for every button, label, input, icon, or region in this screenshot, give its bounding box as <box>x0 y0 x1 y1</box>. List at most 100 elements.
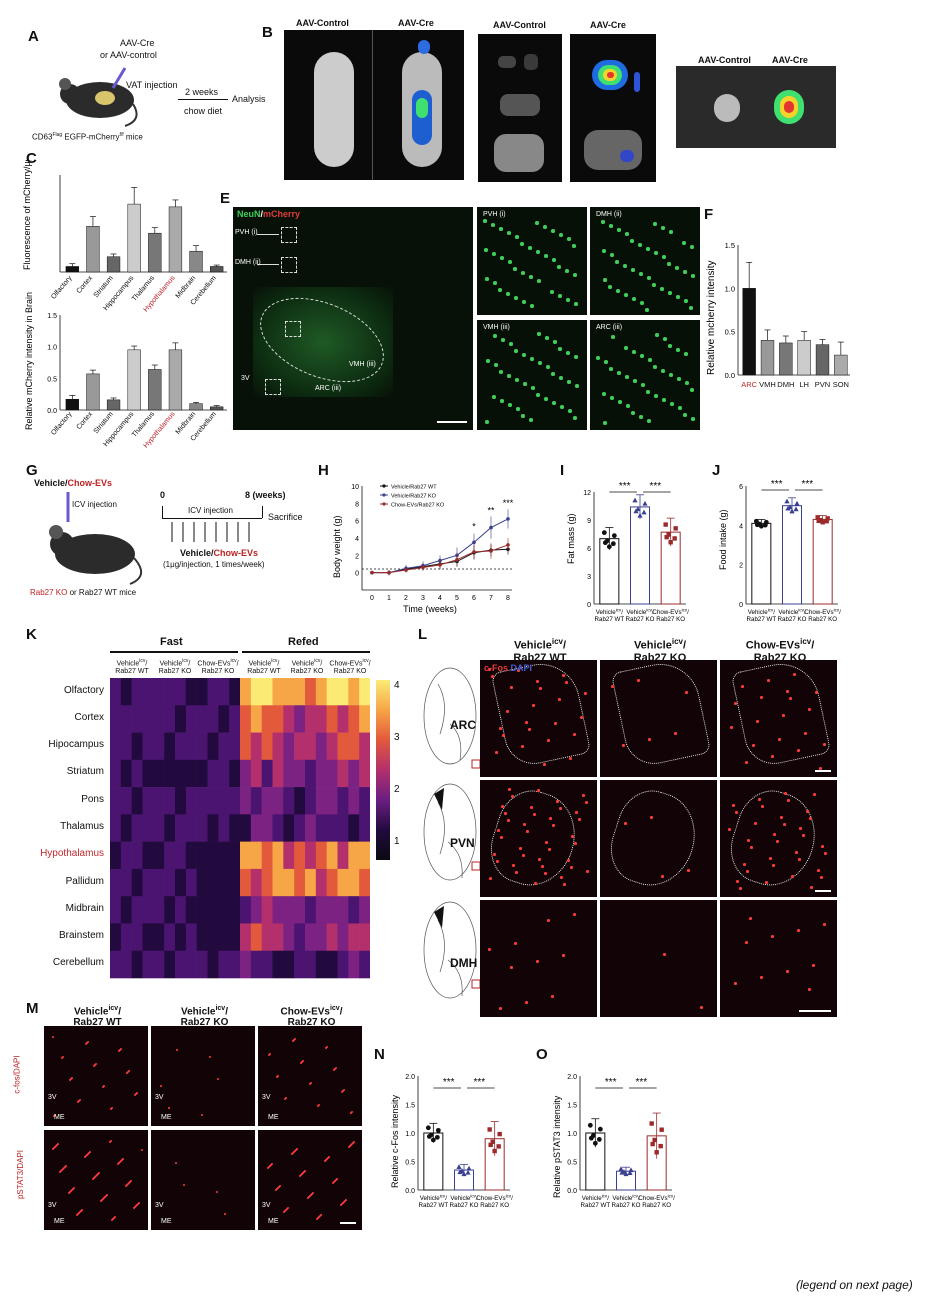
g-treat-chow: Chow-EVs <box>213 548 259 558</box>
k-cell-5-3-2 <box>261 814 273 842</box>
e-overview-micrograph: NeuN/mCherry PVH (i) DMH (ii) VMH (iii) … <box>233 207 473 430</box>
c-bar-2 <box>106 256 121 273</box>
k-cell-0-1-2 <box>175 678 187 706</box>
j-plot-xlabel-name-0: Vehicle <box>748 609 769 616</box>
h-xtick-2: 2 <box>404 595 408 602</box>
k-cell-0-0-2 <box>131 678 143 706</box>
j-plot-dot-2-3 <box>825 516 830 521</box>
i-plot-xlabel-b-2: Rab27 KO <box>656 616 685 623</box>
k-cell-9-5-2 <box>348 923 360 952</box>
k-scale-tick: 2 <box>394 784 400 795</box>
i-plot-xlabel-sup-2: icv <box>682 608 688 613</box>
panel-label-o: O <box>536 1046 548 1063</box>
mice-label: CD63 <box>32 132 53 142</box>
h-legend-text-0: Vehicle/Rab27 WT <box>391 485 437 491</box>
h-point-2-3 <box>421 565 425 570</box>
k-cell-8-4-3 <box>315 896 327 924</box>
k-cell-5-3-1 <box>250 814 262 842</box>
k-cell-1-4-2 <box>305 705 317 733</box>
k-cell-4-1-0 <box>153 787 165 815</box>
k-cell-6-2-1 <box>207 841 219 870</box>
j-plot-dot-2-4 <box>820 520 825 525</box>
k-cell-7-3-0 <box>240 868 252 897</box>
k-row-label: Hypothalamus <box>40 848 104 860</box>
k-cell-2-0-2 <box>131 732 143 761</box>
k-cell-8-4-0 <box>283 896 295 924</box>
i-plot-dot-2-3 <box>673 526 678 531</box>
k-cell-3-4-2 <box>305 759 317 788</box>
ivis-organs-cre-image <box>570 34 656 182</box>
k-cell-4-3-3 <box>272 787 284 815</box>
g-dose: (1μg/injection, 1 times/week) <box>163 560 265 569</box>
k-col-geno: Rab27 KO <box>290 668 324 676</box>
k-cell-3-1-3 <box>185 759 197 788</box>
h-xlabel: Time (weeks) <box>403 604 457 614</box>
k-cell-6-2-3 <box>229 841 241 870</box>
i-plot-dot-2-4 <box>668 540 673 545</box>
k-cell-2-2-0 <box>196 732 208 761</box>
k-cell-10-4-3 <box>315 950 327 979</box>
k-col-sup: icv <box>230 658 237 664</box>
k-cell-0-4-1 <box>294 678 306 706</box>
m-micrograph-grid: 3V ME 3V ME 3V ME 3V ME 3V ME 3V ME <box>44 1026 364 1232</box>
k-col-sup: icv <box>139 658 146 664</box>
k-cell-4-5-3 <box>359 787 370 815</box>
ivis-brain-image <box>676 66 836 148</box>
j-plot-xlabel-sup-2: icv <box>834 608 840 613</box>
h-legend-dot-1 <box>382 493 386 497</box>
column-header: Chow-EVsicv/Rab27 KO <box>258 1003 365 1028</box>
f-ytick-1: 0.5 <box>725 328 735 337</box>
n-plot-dot-1-4 <box>461 1171 467 1177</box>
e-tile-dmh-label: DMH (ii) <box>596 211 622 218</box>
k-cell-4-1-3 <box>185 787 197 815</box>
k-cell-4-2-0 <box>196 787 208 815</box>
k-cell-5-2-2 <box>218 814 230 842</box>
k-cell-3-4-1 <box>294 759 306 788</box>
k-cell-0-2-0 <box>196 678 208 706</box>
k-cell-8-3-2 <box>261 896 273 924</box>
footer-caption: (legend on next page) <box>796 1278 913 1292</box>
k-cell-6-4-0 <box>283 841 295 870</box>
j-plot-ytick-0: 0 <box>739 602 743 609</box>
i-plot-xlabel-a-1: Vehicleicv/ <box>626 608 653 617</box>
header-slash: / <box>225 1006 228 1018</box>
m-micrograph-tile: 3V ME <box>44 1130 148 1230</box>
b-label-control-1: AAV-Control <box>296 18 349 28</box>
analysis-text: Analysis <box>232 94 266 104</box>
j-plot-dot-1-1 <box>793 506 799 512</box>
k-cell-9-4-3 <box>315 923 327 952</box>
h-point-2-5 <box>455 557 459 562</box>
i-plot-bar-1 <box>629 506 651 605</box>
k-cell-1-1-3 <box>185 705 197 733</box>
k-column-label: Chow-EVsicv/Rab27 KO <box>196 657 240 681</box>
k-cell-7-2-2 <box>218 868 230 897</box>
k-cell-5-1-2 <box>175 814 187 842</box>
d-bar-4 <box>148 369 162 411</box>
panel-label-g: G <box>26 462 38 479</box>
j-plot-dot-1-4 <box>789 508 795 514</box>
f-bar-4 <box>815 344 830 376</box>
ivis-whole-body-image <box>284 30 464 180</box>
mice-mid: EGFP-mCherry <box>62 132 120 142</box>
k-col-name: Vehicle <box>248 660 272 668</box>
d-xlabel-0: Olfactory <box>50 410 74 436</box>
k-cell-10-1-1 <box>164 950 176 979</box>
g-treatment: Vehicle/Chow-EVs <box>180 548 259 558</box>
i-plot-dot-1-3 <box>642 500 648 506</box>
j-plot-xlabel-slash-2: / <box>839 609 841 616</box>
o-plot-dot-1-3 <box>628 1167 634 1173</box>
k-cell-3-3-1 <box>250 759 262 788</box>
k-cell-6-0-2 <box>131 841 143 870</box>
k-cell-3-2-1 <box>207 759 219 788</box>
m-me-label: ME <box>54 1218 65 1225</box>
k-cell-2-1-3 <box>185 732 197 761</box>
k-cell-1-5-1 <box>337 705 349 733</box>
k-cell-7-0-0 <box>110 868 122 897</box>
m-micrograph-tile: 3V ME <box>258 1130 362 1230</box>
o-plot-dot-0-1 <box>596 1137 602 1142</box>
j-plot-dot-2-0 <box>815 515 820 520</box>
k-cell-2-3-2 <box>261 732 273 761</box>
k-cell-6-4-1 <box>294 841 306 870</box>
ivis-organs-control-image <box>478 34 562 182</box>
i-plot-ytick-4: 12 <box>583 490 591 497</box>
